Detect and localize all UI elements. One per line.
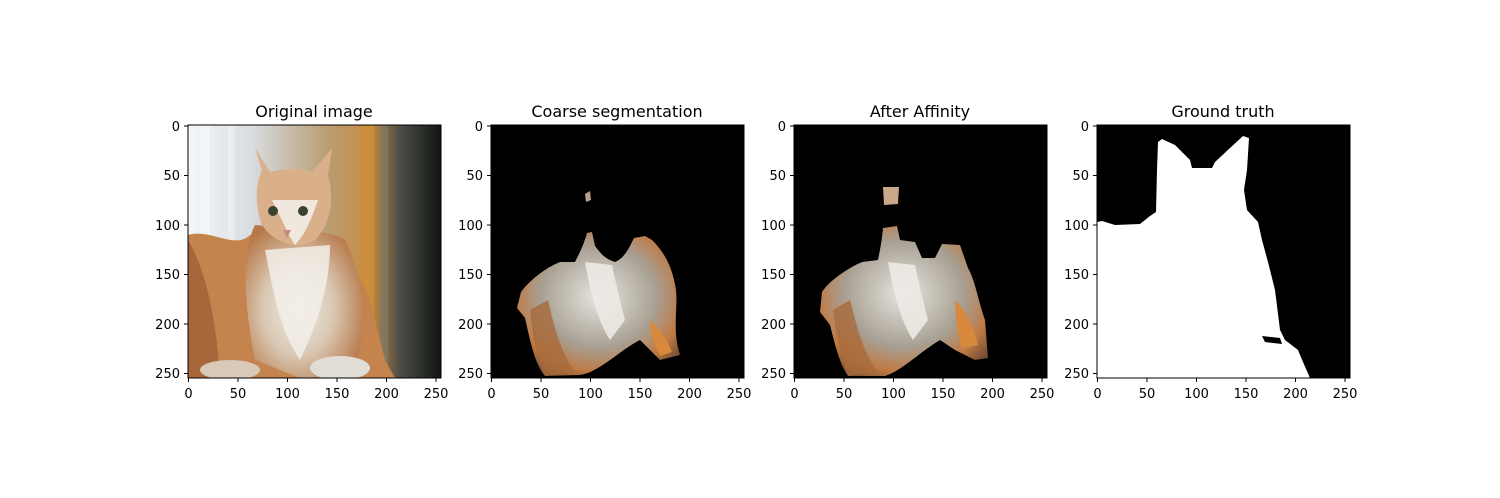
y-tick-label: 250	[155, 367, 180, 382]
y-tick-label: 0	[778, 120, 786, 135]
x-tick-label: 250	[424, 387, 449, 402]
panel-original: Original image 0	[155, 102, 448, 402]
x-tick-label: 250	[1333, 387, 1358, 402]
x-axis: 0 50 100 150 200 250	[184, 378, 448, 402]
axes-frame	[490, 124, 745, 379]
x-tick-label: 50	[230, 387, 247, 402]
y-tick-label: 100	[155, 219, 180, 234]
y-tick-label: 150	[155, 268, 180, 283]
panel-title-coarse: Coarse segmentation	[531, 102, 702, 121]
x-tick-label: 250	[1030, 387, 1055, 402]
y-axis: 0 50 100 150 200 250	[458, 120, 491, 382]
ground-truth-mask	[1097, 136, 1310, 378]
x-tick-label: 50	[836, 387, 853, 402]
axes-frame	[793, 124, 1048, 379]
y-tick-label: 250	[761, 367, 786, 382]
y-tick-label: 150	[1064, 268, 1089, 283]
panel-title-original: Original image	[255, 102, 373, 121]
y-axis: 0 50 100 150 200 250	[1064, 120, 1097, 382]
y-tick-label: 50	[1072, 169, 1089, 184]
y-tick-label: 0	[1081, 120, 1089, 135]
x-tick-label: 0	[790, 387, 798, 402]
x-tick-label: 50	[1139, 387, 1156, 402]
y-tick-label: 150	[761, 268, 786, 283]
panel-affinity: After Affinity 0 50 100 150 200 250 0	[761, 102, 1054, 402]
x-tick-label: 100	[881, 387, 906, 402]
y-tick-label: 50	[466, 169, 483, 184]
x-tick-label: 200	[374, 387, 399, 402]
y-tick-label: 200	[761, 318, 786, 333]
y-tick-label: 0	[172, 120, 180, 135]
y-axis: 0 50 100 150 200 250	[155, 120, 188, 382]
panel-title-gt: Ground truth	[1171, 102, 1274, 121]
x-tick-label: 50	[533, 387, 550, 402]
axes-frame	[187, 124, 442, 379]
x-axis: 0 50 100 150 200 250	[487, 378, 751, 402]
x-tick-label: 200	[980, 387, 1005, 402]
coarse-mask-region	[517, 191, 680, 376]
y-tick-label: 50	[163, 169, 180, 184]
x-axis: 0 50 100 150 200 250	[1093, 378, 1357, 402]
x-tick-label: 0	[487, 387, 495, 402]
y-tick-label: 0	[475, 120, 483, 135]
x-tick-label: 0	[184, 387, 192, 402]
panel-gt: Ground truth 0 50 100 150 200 250 0 50 1…	[1064, 102, 1357, 402]
x-tick-label: 150	[931, 387, 956, 402]
x-tick-label: 0	[1093, 387, 1101, 402]
x-tick-label: 100	[275, 387, 300, 402]
x-tick-label: 200	[677, 387, 702, 402]
cat-photo	[188, 125, 441, 378]
y-tick-label: 250	[458, 367, 483, 382]
y-tick-label: 50	[769, 169, 786, 184]
panel-coarse: Coarse segmentation 0 50 100 150 200 250	[458, 102, 751, 402]
y-tick-label: 100	[1064, 219, 1089, 234]
y-tick-label: 200	[458, 318, 483, 333]
y-tick-label: 100	[761, 219, 786, 234]
axes-frame	[1096, 124, 1351, 379]
x-tick-label: 250	[727, 387, 752, 402]
y-tick-label: 150	[458, 268, 483, 283]
affinity-mask-region	[820, 187, 988, 376]
panel-title-affinity: After Affinity	[870, 102, 970, 121]
x-tick-label: 100	[578, 387, 603, 402]
x-axis: 0 50 100 150 200 250	[790, 378, 1054, 402]
x-tick-label: 150	[1234, 387, 1259, 402]
x-tick-label: 150	[628, 387, 653, 402]
y-tick-label: 250	[1064, 367, 1089, 382]
x-tick-label: 150	[325, 387, 350, 402]
x-tick-label: 200	[1283, 387, 1308, 402]
y-axis: 0 50 100 150 200 250	[761, 120, 794, 382]
y-tick-label: 200	[155, 318, 180, 333]
y-tick-label: 200	[1064, 318, 1089, 333]
y-tick-label: 100	[458, 219, 483, 234]
x-tick-label: 100	[1184, 387, 1209, 402]
